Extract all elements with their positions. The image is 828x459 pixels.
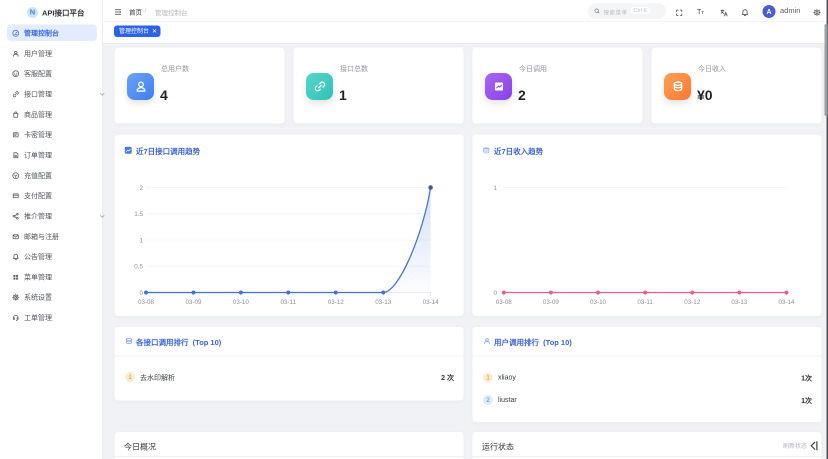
svg-text:03-11: 03-11 [637, 299, 653, 306]
svg-text:03-10: 03-10 [233, 299, 250, 306]
svg-text:0.5: 0.5 [134, 264, 143, 271]
svg-text:03-08: 03-08 [138, 299, 155, 306]
svg-text:03-12: 03-12 [684, 299, 701, 306]
svg-text:0: 0 [140, 290, 144, 297]
svg-text:03-13: 03-13 [731, 299, 748, 306]
svg-text:03-13: 03-13 [375, 299, 392, 306]
svg-text:03-10: 03-10 [590, 299, 607, 306]
svg-text:03-14: 03-14 [779, 299, 796, 306]
svg-text:03-12: 03-12 [328, 299, 345, 306]
svg-text:03-08: 03-08 [496, 299, 513, 306]
svg-text:03-09: 03-09 [185, 299, 202, 306]
svg-text:0: 0 [494, 290, 498, 297]
svg-text:03-14: 03-14 [423, 299, 440, 306]
svg-text:03-11: 03-11 [281, 299, 297, 306]
svg-text:2: 2 [140, 185, 144, 192]
svg-text:1: 1 [494, 185, 498, 192]
svg-text:1: 1 [140, 237, 144, 244]
svg-text:03-09: 03-09 [543, 299, 560, 306]
svg-text:1.5: 1.5 [134, 211, 143, 218]
